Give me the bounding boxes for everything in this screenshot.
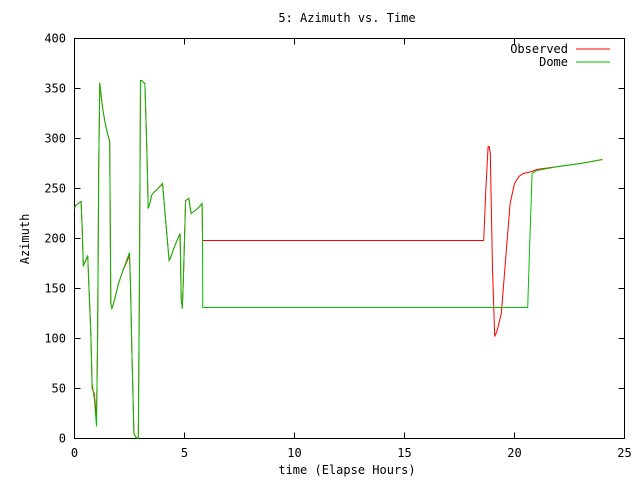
series-line-observed — [74, 80, 603, 440]
x-axis-label: time (Elapse Hours) — [278, 463, 415, 477]
y-tick-label: 0 — [59, 432, 66, 446]
series-layer — [74, 80, 603, 440]
y-tick-label: 150 — [44, 282, 66, 296]
chart-title: 5: Azimuth vs. Time — [278, 11, 415, 25]
y-tick-label: 50 — [52, 382, 66, 396]
x-tick-label: 25 — [617, 446, 631, 460]
y-tick-label: 200 — [44, 232, 66, 246]
plot-frame — [74, 38, 625, 439]
y-axis: 0 50 100 150 200 250 300 350 400 — [44, 32, 625, 446]
y-axis-label: Azimuth — [18, 214, 32, 265]
x-axis: 0 5 10 15 20 25 — [71, 38, 632, 460]
y-tick-label: 400 — [44, 32, 66, 46]
y-tick-label: 100 — [44, 332, 66, 346]
legend-label: Observed — [510, 42, 568, 56]
series-line-dome — [74, 80, 603, 440]
legend-label: Dome — [539, 55, 568, 69]
x-tick-label: 15 — [397, 446, 411, 460]
y-tick-label: 350 — [44, 82, 66, 96]
x-tick-label: 0 — [71, 446, 78, 460]
x-tick-label: 10 — [287, 446, 301, 460]
x-tick-label: 5 — [181, 446, 188, 460]
y-tick-label: 300 — [44, 132, 66, 146]
x-tick-label: 20 — [507, 446, 521, 460]
y-tick-label: 250 — [44, 182, 66, 196]
